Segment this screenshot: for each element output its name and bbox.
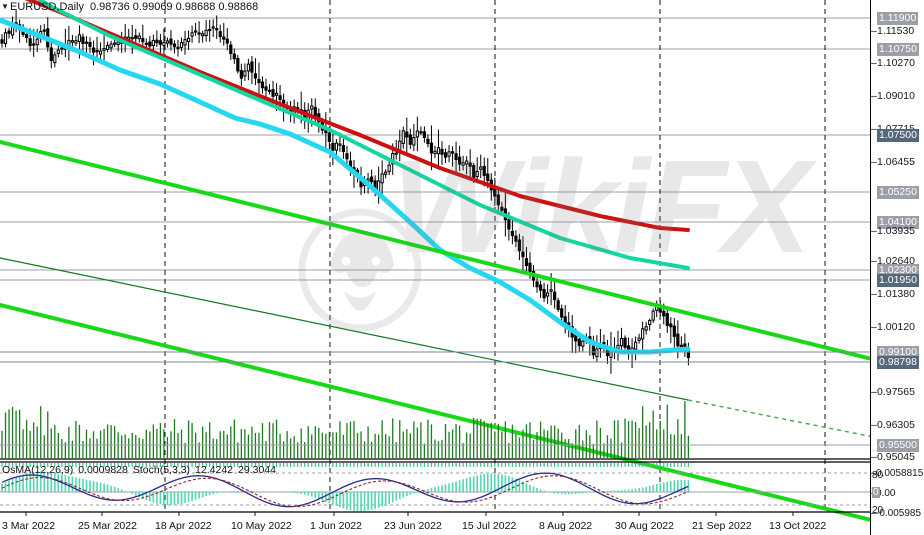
tick-mark-icon: – <box>871 288 877 300</box>
price-tick: –1.01950 <box>871 274 924 287</box>
stoch-level-0: 0 <box>872 487 880 498</box>
stoch-d-value: 29.3044 <box>238 464 276 476</box>
price-tick: –1.02300 <box>871 264 924 277</box>
price-tick-label: 0.95045 <box>877 451 915 463</box>
osma-scale-top: –0.0058815 <box>871 468 924 480</box>
stoch-label: Stoch(5,3,3) <box>132 464 191 476</box>
date-axis-label: 18 Apr 2022 <box>155 520 212 532</box>
tick-mark-icon: – <box>871 225 877 237</box>
price-tick-label: 1.06455 <box>877 156 915 168</box>
volume-histogram <box>0 401 870 458</box>
date-axis-label: 30 Aug 2022 <box>615 520 674 532</box>
price-tick-label: 0.95500 <box>877 439 919 452</box>
price-tick: –1.03935 <box>871 225 924 238</box>
tick-mark-icon: – <box>871 90 877 102</box>
date-axis-label: 10 May 2022 <box>231 520 292 532</box>
price-tick: –1.11900 <box>871 12 924 25</box>
price-tick-label: 1.07500 <box>877 129 919 142</box>
osma-scale-top-label: 0.0058815 <box>876 468 924 479</box>
price-tick: –0.99100 <box>871 346 924 359</box>
price-tick: –1.09010 <box>871 90 924 103</box>
chart-canvas: 3 Mar 2022 25 Mar 2022 18 Apr 2022 10 May 2… <box>0 0 870 532</box>
price-tick: –1.07500 <box>871 129 924 142</box>
price-tick-label: 1.04100 <box>877 216 919 229</box>
tick-mark-icon: – <box>871 25 877 37</box>
price-tick: –0.98798 <box>871 356 924 369</box>
price-tick-label: 1.11530 <box>877 25 915 37</box>
price-tick-label: 1.01950 <box>877 274 919 287</box>
date-axis-label: 13 Oct 2022 <box>769 520 826 532</box>
symbol-period-label: EURUSD,Daily <box>10 1 84 13</box>
ohlc-values: 0.98736 0.99069 0.98688 0.98868 <box>89 1 259 13</box>
tick-mark-icon: – <box>871 255 877 267</box>
price-tick: –1.10750 <box>871 43 924 56</box>
price-tick-label: 1.02300 <box>877 264 919 277</box>
tick-mark-icon: – <box>871 123 877 135</box>
price-tick: –0.95500 <box>871 439 924 452</box>
price-tick: –0.96305 <box>871 419 924 432</box>
price-tick-label: 1.10270 <box>877 57 915 69</box>
price-tick-label: 1.00120 <box>877 321 915 333</box>
price-tick: –1.06455 <box>871 156 924 169</box>
price-tick-label: 1.01380 <box>877 288 915 300</box>
price-tick-label: 0.96305 <box>877 419 915 431</box>
price-tick-label: 0.98798 <box>877 356 919 369</box>
price-tick-label: 0.97565 <box>877 386 915 398</box>
tick-mark-icon: – <box>871 156 877 168</box>
stoch-level-20: 20 <box>872 505 884 516</box>
date-axis-label: 8 Aug 2022 <box>539 520 592 532</box>
price-tick-label: 1.11900 <box>877 12 919 25</box>
price-tick: –1.05250 <box>871 186 924 199</box>
osma-label: OsMA(12,26,9) <box>2 464 74 476</box>
tick-mark-icon: – <box>871 451 877 463</box>
osma-scale-bottom-label: -0.005985 <box>876 508 922 519</box>
price-axis[interactable]: –1.11900–1.11530–1.10750–1.10270–1.09010… <box>870 0 924 535</box>
price-tick: –1.11530 <box>871 25 924 38</box>
chevron-down-icon[interactable]: ▼ <box>1 2 9 11</box>
price-tick: –1.10270 <box>871 57 924 70</box>
tick-mark-icon: – <box>871 386 877 398</box>
osma-scale-zero-label: 0.00 <box>876 488 896 499</box>
price-tick-label: 1.03935 <box>877 225 915 237</box>
indicator-subwindow <box>0 463 870 512</box>
osma-value: 0.0009828 <box>78 464 128 476</box>
price-tick-label: 0.99100 <box>877 346 919 359</box>
tick-mark-icon: – <box>871 321 877 333</box>
date-axis-label: 15 Jul 2022 <box>462 520 516 532</box>
date-axis-label: 3 Mar 2022 <box>2 520 55 532</box>
stoch-k-value: 12.4242 <box>195 464 234 476</box>
tick-mark-icon: – <box>871 468 877 479</box>
osma-scale-bottom: –-0.005985 <box>871 508 924 520</box>
price-tick-label: 1.10750 <box>877 43 919 56</box>
price-tick-label: 1.05250 <box>877 186 919 199</box>
data-window-header: ▼EURUSD,Daily 0.98736 0.99069 0.98688 0.9… <box>0 0 258 14</box>
tick-mark-icon: – <box>871 57 877 69</box>
tick-mark-icon: – <box>871 508 877 519</box>
gridlines <box>0 17 870 446</box>
overlay-lines <box>0 0 870 522</box>
date-axis-label: 21 Sep 2022 <box>692 520 752 532</box>
indicator-legend: OsMA(12,26,9) 0.0009828 Stoch(5,3,3) 12.424… <box>2 464 281 477</box>
price-tick: –1.01380 <box>871 288 924 301</box>
date-axis: 3 Mar 2022 25 Mar 2022 18 Apr 2022 10 May 2… <box>2 512 826 532</box>
chart-plot-area[interactable]: 3 Mar 2022 25 Mar 2022 18 Apr 2022 10 May 2… <box>0 0 870 535</box>
stoch-level-80: 80 <box>872 470 884 481</box>
date-axis-label: 25 Mar 2022 <box>78 520 137 532</box>
date-axis-label: 23 Jun 2022 <box>384 520 442 532</box>
price-tick: –1.04100 <box>871 216 924 229</box>
tick-mark-icon: – <box>871 419 877 431</box>
price-tick: –0.97565 <box>871 386 924 399</box>
price-tick: –0.95045 <box>871 451 924 464</box>
date-axis-label: 1 Jun 2022 <box>310 520 362 532</box>
current-price-lines <box>0 351 870 363</box>
price-tick: –1.00120 <box>871 321 924 334</box>
price-tick-label: 1.09010 <box>877 90 915 102</box>
